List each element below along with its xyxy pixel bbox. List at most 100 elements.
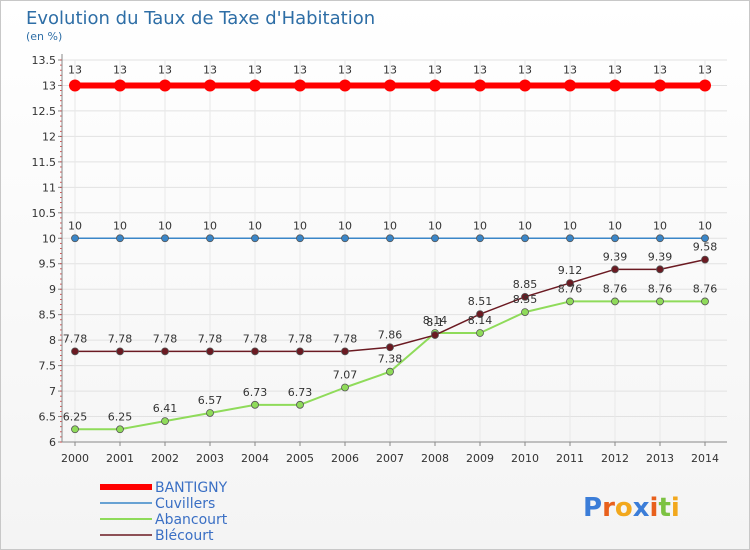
- data-point: [611, 234, 619, 243]
- y-tick-label: 8: [49, 334, 56, 347]
- y-tick-label: 7.5: [39, 360, 57, 373]
- data-point: [116, 234, 124, 243]
- legend-item: Cuvillers: [100, 496, 215, 512]
- x-tick-label: 2013: [646, 452, 674, 465]
- x-tick-label: 2011: [556, 452, 584, 465]
- y-tick-labels: 6 6.5 7 7.5 8 8.5 9 9.5 10 10.5 11 11.5 12 12.5 13 13.5: [32, 54, 57, 449]
- data-label: 13: [608, 63, 622, 76]
- data-label: 13: [293, 63, 307, 76]
- data-point: [341, 234, 349, 243]
- data-label: 7.78: [333, 332, 358, 345]
- logo-text: Proxiti: [583, 493, 680, 523]
- data-label: 8.14: [468, 314, 493, 327]
- y-tick-label: 10: [42, 232, 56, 245]
- legend-item: BANTIGNY: [100, 480, 228, 496]
- data-point: [521, 234, 529, 243]
- data-label: 8.76: [648, 282, 673, 295]
- data-label: 10: [608, 219, 622, 232]
- data-point: [521, 292, 529, 301]
- data-label: 13: [473, 63, 487, 76]
- data-point: [116, 425, 124, 434]
- y-tick-label: 12: [42, 130, 56, 143]
- data-point: [609, 79, 621, 92]
- data-label: 9.39: [648, 250, 673, 263]
- legend-label: Cuvillers: [155, 496, 215, 512]
- y-tick-label: 13: [42, 79, 56, 92]
- data-point: [429, 79, 441, 92]
- data-label: 8.85: [513, 278, 538, 291]
- data-labels: 6.25 6.25 6.41 6.57 6.73 6.73 7.07 7.38 8.14 8.14…: [63, 63, 718, 423]
- data-label: 13: [653, 63, 667, 76]
- data-point: [206, 234, 214, 243]
- data-label: 10: [338, 219, 352, 232]
- data-point: [114, 79, 126, 92]
- data-point: [159, 79, 171, 92]
- logo-letter: x: [633, 493, 650, 523]
- data-label: 13: [248, 63, 262, 76]
- data-label: 13: [113, 63, 127, 76]
- data-point: [296, 347, 304, 356]
- data-point: [699, 79, 711, 92]
- proxiti-logo: Proxiti: [583, 493, 680, 523]
- gridlines: [62, 59, 727, 443]
- legend-item: Abancourt: [100, 512, 228, 528]
- data-point: [386, 367, 394, 376]
- data-point: [384, 79, 396, 92]
- data-label: 10: [653, 219, 667, 232]
- data-label: 7.07: [333, 369, 358, 382]
- data-point: [249, 79, 261, 92]
- data-label: 9.12: [558, 264, 583, 277]
- logo-letter: r: [602, 493, 615, 523]
- y-tick-label: 8.5: [39, 309, 57, 322]
- data-point: [521, 308, 529, 317]
- y-tick-label: 11.5: [32, 156, 57, 169]
- legend-item: Blécourt: [100, 528, 214, 544]
- data-point: [476, 329, 484, 337]
- logo-letter: i: [671, 493, 680, 523]
- data-point: [71, 234, 79, 243]
- data-label: 8.14: [423, 314, 448, 327]
- data-label: 6.73: [288, 386, 313, 399]
- data-label: 6.73: [243, 386, 268, 399]
- data-point: [71, 425, 79, 434]
- data-label: 13: [563, 63, 577, 76]
- data-point: [341, 347, 349, 356]
- data-label: 10: [428, 219, 442, 232]
- x-tick-label: 2010: [511, 452, 539, 465]
- data-point: [386, 234, 394, 243]
- x-tick-label: 2002: [151, 452, 179, 465]
- x-tick-label: 2001: [106, 452, 134, 465]
- x-tick-label: 2014: [691, 452, 719, 465]
- data-point: [206, 409, 214, 417]
- axes: [58, 54, 727, 446]
- y-tick-label: 9.5: [39, 258, 57, 271]
- data-point: [656, 265, 664, 274]
- data-point: [611, 297, 619, 306]
- legend-label: Abancourt: [155, 512, 228, 528]
- data-point: [339, 79, 351, 92]
- x-tick-label: 2007: [376, 452, 404, 465]
- data-point: [656, 297, 664, 306]
- data-point: [476, 234, 484, 243]
- data-point: [251, 347, 259, 356]
- data-label: 6.25: [108, 410, 133, 423]
- data-point: [251, 400, 259, 409]
- x-tick-label: 2003: [196, 452, 224, 465]
- logo-letter: i: [650, 493, 659, 523]
- x-tick-labels: 2000 2001 2002 2003 2004 2005 2006 2007 2008 2009…: [61, 452, 719, 465]
- data-label: 13: [383, 63, 397, 76]
- data-label: 8.76: [693, 282, 718, 295]
- legend-label: Blécourt: [155, 528, 214, 544]
- y-tick-label: 12.5: [32, 105, 57, 118]
- data-point: [656, 234, 664, 243]
- data-label: 13: [428, 63, 442, 76]
- data-label: 10: [158, 219, 172, 232]
- y-tick-label: 9: [49, 283, 56, 296]
- series-group: [69, 79, 711, 434]
- data-label: 6.57: [198, 394, 223, 407]
- y-tick-label: 13.5: [32, 54, 57, 67]
- y-tick-label: 7: [49, 385, 56, 398]
